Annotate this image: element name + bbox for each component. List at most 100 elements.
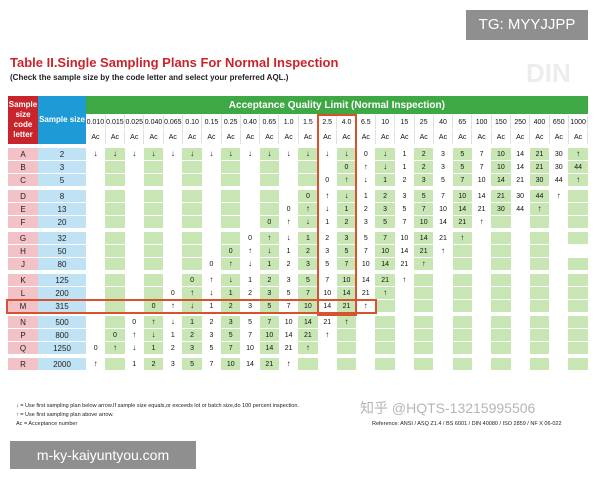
ac-cell [163, 215, 183, 229]
ac-cell: 3 [240, 299, 260, 313]
ac-cell [491, 316, 511, 329]
ac-cell [549, 257, 569, 271]
ac-cell [491, 257, 511, 271]
ac-cell [124, 274, 144, 287]
ac-cell [105, 299, 125, 313]
document-subtitle: (Check the sample size by the code lette… [10, 73, 289, 82]
ac-cell [529, 341, 550, 355]
ac-cell [529, 274, 550, 287]
ac-cell: 14 [510, 160, 530, 174]
ac-cell [105, 232, 125, 245]
ac-cell [471, 328, 492, 342]
ac-cell: 0 [143, 299, 164, 313]
code-letter-cell: D [8, 190, 38, 203]
ac-cell: 5 [201, 341, 222, 355]
ac-cell: 14 [317, 299, 337, 313]
ac-cell [317, 160, 337, 174]
sample-size-header: Sample size [38, 96, 86, 145]
ac-cell: ↓ [375, 160, 395, 174]
ac-cell: ↓ [317, 148, 337, 161]
ac-cell: 7 [201, 358, 222, 371]
code-letter-cell: Q [8, 341, 38, 355]
ac-cell [491, 244, 511, 258]
footnote-up-arrow: ↑ = Use first sampling plan above arrow. [16, 412, 114, 418]
ac-subheader: Ac [86, 129, 106, 145]
ac-cell [143, 202, 164, 216]
ac-cell [414, 316, 434, 329]
ac-cell [278, 173, 299, 187]
sample-size-cell: 13 [38, 202, 86, 216]
ac-cell: 21 [452, 215, 472, 229]
sample-size-cell: 2 [38, 148, 86, 161]
ac-cell: ↑ [317, 328, 337, 342]
ac-cell [471, 358, 492, 371]
ac-cell [471, 286, 492, 300]
ac-cell: 14 [510, 148, 530, 161]
aql-value-header: 100 [471, 114, 492, 130]
ac-cell: ↓ [201, 286, 222, 300]
ac-cell: ↓ [317, 202, 337, 216]
table-row: M 315 0 ↑ ↓ 1 2 3 5 7 10 14 21 ↑ [8, 299, 588, 313]
ac-cell [549, 274, 569, 287]
ac-cell: 1 [394, 160, 415, 174]
ac-cell [124, 286, 144, 300]
aql-value-header: 15 [394, 114, 415, 130]
ac-cell [105, 358, 125, 371]
aql-value-header: 1000 [568, 114, 589, 130]
ac-cell: ↑ [105, 341, 125, 355]
ac-cell [221, 190, 241, 203]
aql-value-header: 40 [433, 114, 454, 130]
ac-cell [86, 274, 106, 287]
aql-value-header: 0.065 [163, 114, 183, 130]
ac-cell: ↓ [240, 148, 260, 161]
aql-value-header: 0.015 [105, 114, 126, 130]
ac-cell: 1 [221, 286, 241, 300]
ac-cell [529, 328, 550, 342]
ac-cell [143, 244, 164, 258]
ac-cell [143, 257, 164, 271]
ac-cell: 0 [201, 257, 222, 271]
ac-cell [356, 358, 376, 371]
ac-cell [163, 274, 183, 287]
ac-cell: 21 [529, 148, 550, 161]
ac-cell: ↑ [568, 173, 588, 187]
ac-cell [433, 316, 453, 329]
ac-cell [433, 274, 453, 287]
ac-cell: 1 [163, 328, 183, 342]
ac-cell: 1 [336, 202, 357, 216]
ac-cell [86, 286, 106, 300]
ac-cell: ↓ [240, 257, 260, 271]
ac-cell [510, 244, 530, 258]
ac-cell [491, 328, 511, 342]
ac-cell: 21 [433, 232, 453, 245]
ac-cell [86, 257, 106, 271]
ac-cell [491, 299, 511, 313]
ac-cell: 10 [452, 190, 472, 203]
ac-subheader: Ac [529, 129, 550, 145]
ac-cell [163, 257, 183, 271]
ac-cell [491, 232, 511, 245]
ac-cell [568, 274, 588, 287]
code-letter-cell: L [8, 286, 38, 300]
ac-cell [414, 274, 434, 287]
ac-cell [182, 190, 202, 203]
ac-subheader: Ac [549, 129, 569, 145]
ac-cell: ↑ [336, 316, 357, 329]
ac-cell: 21 [414, 244, 434, 258]
ac-cell: 7 [259, 316, 279, 329]
ac-subheader: Ac [105, 129, 126, 145]
sample-size-cell: 125 [38, 274, 86, 287]
ac-cell: 21 [317, 316, 337, 329]
ac-subheader: Ac [471, 129, 492, 145]
ac-cell [414, 286, 434, 300]
aql-value-header: 0.15 [201, 114, 222, 130]
ac-cell: 44 [510, 202, 530, 216]
table-row: P 800 0 ↑ ↓ 1 2 3 5 7 10 14 21 ↑ [8, 328, 588, 342]
ac-cell [471, 299, 492, 313]
ac-cell [452, 341, 472, 355]
ac-cell: 7 [298, 286, 318, 300]
aql-value-header: 250 [510, 114, 531, 130]
ac-cell [163, 160, 183, 174]
table-row: H 50 0 ↑ ↓ 1 2 3 5 7 10 14 21 ↑ [8, 244, 588, 258]
ac-cell [124, 202, 144, 216]
